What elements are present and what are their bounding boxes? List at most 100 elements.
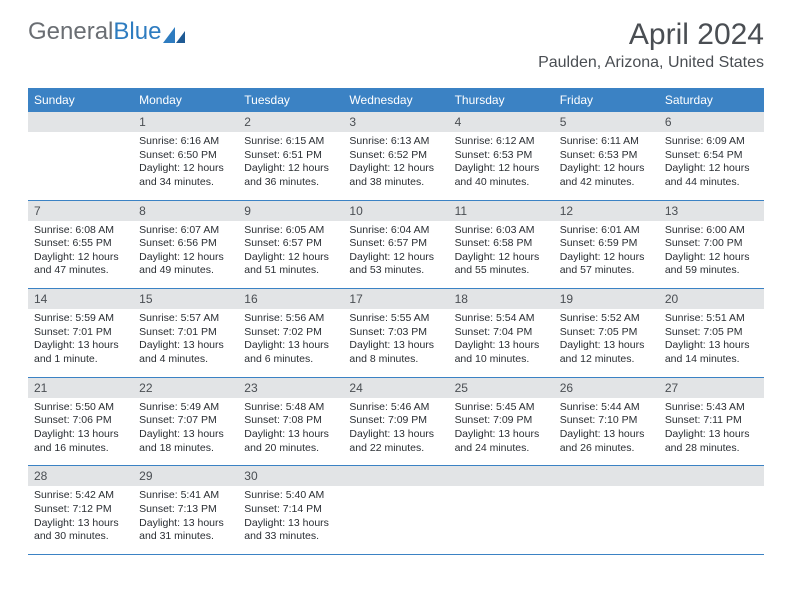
- sunset-text: Sunset: 6:55 PM: [34, 237, 127, 251]
- sunrise-text: Sunrise: 6:16 AM: [139, 135, 232, 149]
- day-cell: Sunrise: 5:40 AMSunset: 7:14 PMDaylight:…: [238, 486, 343, 554]
- day-header-saturday: Saturday: [659, 88, 764, 112]
- daylight-text: Daylight: 13 hours and 10 minutes.: [455, 339, 548, 366]
- week-0-body-row: Sunrise: 6:16 AMSunset: 6:50 PMDaylight:…: [28, 132, 764, 200]
- day-cell: Sunrise: 6:08 AMSunset: 6:55 PMDaylight:…: [28, 221, 133, 289]
- day-num: 5: [554, 112, 659, 132]
- daylight-text: Daylight: 13 hours and 12 minutes.: [560, 339, 653, 366]
- day-cell: Sunrise: 5:59 AMSunset: 7:01 PMDaylight:…: [28, 309, 133, 377]
- day-num: [28, 112, 133, 132]
- sunset-text: Sunset: 7:02 PM: [244, 326, 337, 340]
- day-header-tuesday: Tuesday: [238, 88, 343, 112]
- day-num: 17: [343, 289, 448, 310]
- sunrise-text: Sunrise: 5:40 AM: [244, 489, 337, 503]
- daylight-text: Daylight: 12 hours and 49 minutes.: [139, 251, 232, 278]
- sunset-text: Sunset: 7:05 PM: [560, 326, 653, 340]
- daylight-text: Daylight: 13 hours and 4 minutes.: [139, 339, 232, 366]
- day-cell: Sunrise: 5:43 AMSunset: 7:11 PMDaylight:…: [659, 398, 764, 466]
- sunset-text: Sunset: 7:01 PM: [139, 326, 232, 340]
- sunrise-text: Sunrise: 5:52 AM: [560, 312, 653, 326]
- daylight-text: Daylight: 13 hours and 18 minutes.: [139, 428, 232, 455]
- week-3-body-row: Sunrise: 5:50 AMSunset: 7:06 PMDaylight:…: [28, 398, 764, 466]
- day-num: 15: [133, 289, 238, 310]
- day-header-sunday: Sunday: [28, 88, 133, 112]
- logo-text-gray: General: [28, 18, 113, 46]
- daylight-text: Daylight: 12 hours and 36 minutes.: [244, 162, 337, 189]
- sunrise-text: Sunrise: 5:44 AM: [560, 401, 653, 415]
- day-cell: Sunrise: 5:41 AMSunset: 7:13 PMDaylight:…: [133, 486, 238, 554]
- day-cell: Sunrise: 5:51 AMSunset: 7:05 PMDaylight:…: [659, 309, 764, 377]
- sunrise-text: Sunrise: 5:54 AM: [455, 312, 548, 326]
- day-num: 13: [659, 200, 764, 221]
- week-2-body-row: Sunrise: 5:59 AMSunset: 7:01 PMDaylight:…: [28, 309, 764, 377]
- daylight-text: Daylight: 12 hours and 59 minutes.: [665, 251, 758, 278]
- sunset-text: Sunset: 7:14 PM: [244, 503, 337, 517]
- sunset-text: Sunset: 7:09 PM: [349, 414, 442, 428]
- day-num: 29: [133, 466, 238, 487]
- logo: GeneralBlue: [28, 18, 185, 46]
- day-cell: Sunrise: 6:15 AMSunset: 6:51 PMDaylight:…: [238, 132, 343, 200]
- sunrise-text: Sunrise: 6:13 AM: [349, 135, 442, 149]
- sunrise-text: Sunrise: 5:43 AM: [665, 401, 758, 415]
- week-1-num-row: 78910111213: [28, 200, 764, 221]
- daylight-text: Daylight: 13 hours and 31 minutes.: [139, 517, 232, 544]
- daylight-text: Daylight: 13 hours and 20 minutes.: [244, 428, 337, 455]
- day-cell: Sunrise: 6:16 AMSunset: 6:50 PMDaylight:…: [133, 132, 238, 200]
- sunrise-text: Sunrise: 5:42 AM: [34, 489, 127, 503]
- location-subtitle: Paulden, Arizona, United States: [538, 54, 764, 72]
- day-num: 16: [238, 289, 343, 310]
- month-title: April 2024: [538, 18, 764, 52]
- daylight-text: Daylight: 12 hours and 51 minutes.: [244, 251, 337, 278]
- day-header-row: SundayMondayTuesdayWednesdayThursdayFrid…: [28, 88, 764, 112]
- sunset-text: Sunset: 6:52 PM: [349, 149, 442, 163]
- day-cell: Sunrise: 5:52 AMSunset: 7:05 PMDaylight:…: [554, 309, 659, 377]
- day-cell: Sunrise: 5:54 AMSunset: 7:04 PMDaylight:…: [449, 309, 554, 377]
- sunset-text: Sunset: 7:10 PM: [560, 414, 653, 428]
- daylight-text: Daylight: 12 hours and 55 minutes.: [455, 251, 548, 278]
- day-cell: Sunrise: 5:50 AMSunset: 7:06 PMDaylight:…: [28, 398, 133, 466]
- sunset-text: Sunset: 6:54 PM: [665, 149, 758, 163]
- daylight-text: Daylight: 13 hours and 6 minutes.: [244, 339, 337, 366]
- week-0-num-row: 123456: [28, 112, 764, 132]
- sunset-text: Sunset: 6:56 PM: [139, 237, 232, 251]
- day-header-friday: Friday: [554, 88, 659, 112]
- sunrise-text: Sunrise: 6:05 AM: [244, 224, 337, 238]
- day-num: 1: [133, 112, 238, 132]
- daylight-text: Daylight: 13 hours and 8 minutes.: [349, 339, 442, 366]
- day-num: [659, 466, 764, 487]
- day-cell: Sunrise: 6:13 AMSunset: 6:52 PMDaylight:…: [343, 132, 448, 200]
- daylight-text: Daylight: 13 hours and 16 minutes.: [34, 428, 127, 455]
- day-num: 8: [133, 200, 238, 221]
- sunrise-text: Sunrise: 5:57 AM: [139, 312, 232, 326]
- sunset-text: Sunset: 7:13 PM: [139, 503, 232, 517]
- day-cell: Sunrise: 5:57 AMSunset: 7:01 PMDaylight:…: [133, 309, 238, 377]
- day-cell: Sunrise: 6:12 AMSunset: 6:53 PMDaylight:…: [449, 132, 554, 200]
- day-cell: [449, 486, 554, 554]
- sunrise-text: Sunrise: 5:56 AM: [244, 312, 337, 326]
- sunrise-text: Sunrise: 6:15 AM: [244, 135, 337, 149]
- sunset-text: Sunset: 7:12 PM: [34, 503, 127, 517]
- page-header: GeneralBlue April 2024 Paulden, Arizona,…: [0, 0, 792, 80]
- day-cell: Sunrise: 6:03 AMSunset: 6:58 PMDaylight:…: [449, 221, 554, 289]
- calendar-body: 123456Sunrise: 6:16 AMSunset: 6:50 PMDay…: [28, 112, 764, 554]
- day-num: 4: [449, 112, 554, 132]
- daylight-text: Daylight: 13 hours and 24 minutes.: [455, 428, 548, 455]
- day-num: 26: [554, 377, 659, 398]
- daylight-text: Daylight: 13 hours and 14 minutes.: [665, 339, 758, 366]
- day-num: 11: [449, 200, 554, 221]
- day-cell: Sunrise: 5:49 AMSunset: 7:07 PMDaylight:…: [133, 398, 238, 466]
- sunrise-text: Sunrise: 6:08 AM: [34, 224, 127, 238]
- calendar-table: SundayMondayTuesdayWednesdayThursdayFrid…: [28, 88, 764, 555]
- sunset-text: Sunset: 7:07 PM: [139, 414, 232, 428]
- week-3-num-row: 21222324252627: [28, 377, 764, 398]
- day-num: [554, 466, 659, 487]
- day-cell: Sunrise: 5:44 AMSunset: 7:10 PMDaylight:…: [554, 398, 659, 466]
- daylight-text: Daylight: 12 hours and 40 minutes.: [455, 162, 548, 189]
- sunrise-text: Sunrise: 6:11 AM: [560, 135, 653, 149]
- sunrise-text: Sunrise: 5:49 AM: [139, 401, 232, 415]
- sunrise-text: Sunrise: 5:45 AM: [455, 401, 548, 415]
- sunrise-text: Sunrise: 6:09 AM: [665, 135, 758, 149]
- daylight-text: Daylight: 12 hours and 44 minutes.: [665, 162, 758, 189]
- sunrise-text: Sunrise: 6:07 AM: [139, 224, 232, 238]
- sunrise-text: Sunrise: 5:48 AM: [244, 401, 337, 415]
